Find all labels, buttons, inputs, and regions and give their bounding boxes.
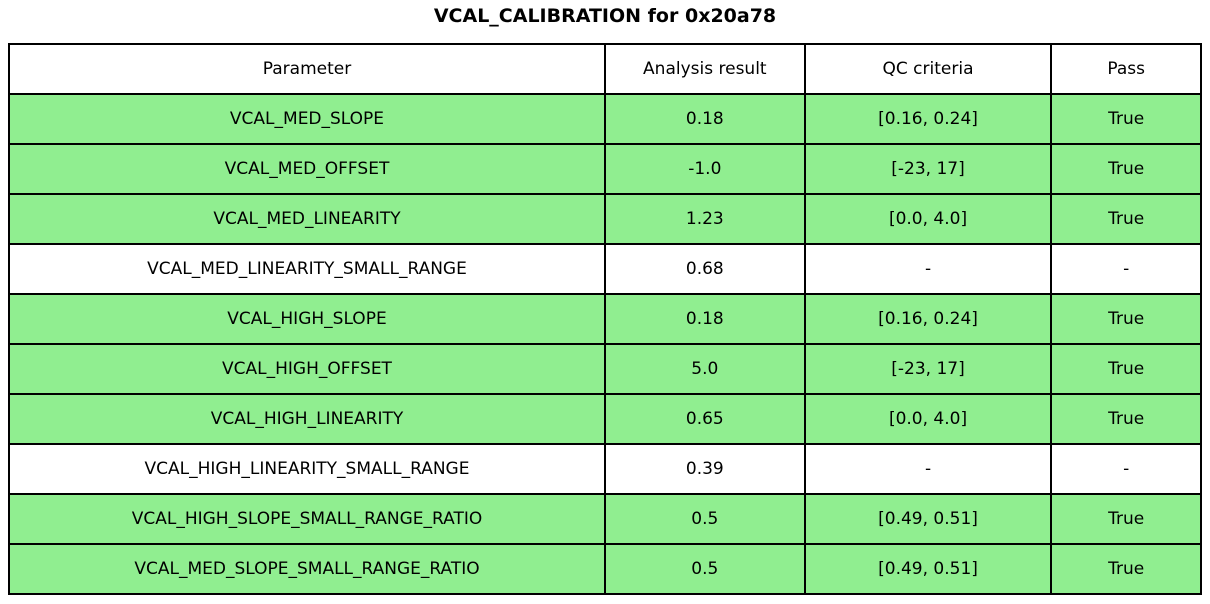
criteria-cell: [0.16, 0.24] <box>803 293 1053 345</box>
param-cell: VCAL_HIGH_LINEARITY_SMALL_RANGE <box>8 443 606 495</box>
result-cell: 0.18 <box>604 93 806 145</box>
table-row: VCAL_MED_LINEARITY_SMALL_RANGE 0.68 - - <box>8 243 1202 295</box>
result-cell: 1.23 <box>604 193 806 245</box>
param-cell: VCAL_MED_SLOPE <box>8 93 606 145</box>
result-cell: 0.5 <box>604 543 806 595</box>
result-cell: 0.68 <box>604 243 806 295</box>
criteria-cell: [0.0, 4.0] <box>803 193 1053 245</box>
criteria-cell: [-23, 17] <box>803 343 1053 395</box>
result-cell: 0.65 <box>604 393 806 445</box>
param-cell: VCAL_MED_LINEARITY_SMALL_RANGE <box>8 243 606 295</box>
table-row: VCAL_MED_LINEARITY 1.23 [0.0, 4.0] True <box>8 193 1202 245</box>
header-parameter: Parameter <box>8 43 606 95</box>
result-cell: -1.0 <box>604 143 806 195</box>
result-cell: 0.39 <box>604 443 806 495</box>
pass-cell: True <box>1050 143 1202 195</box>
param-cell: VCAL_MED_SLOPE_SMALL_RANGE_RATIO <box>8 543 606 595</box>
pass-cell: True <box>1050 543 1202 595</box>
qc-results-table: Parameter Analysis result QC criteria Pa… <box>8 43 1202 595</box>
param-cell: VCAL_HIGH_SLOPE <box>8 293 606 345</box>
header-analysis-result: Analysis result <box>604 43 806 95</box>
criteria-cell: [0.49, 0.51] <box>803 543 1053 595</box>
result-cell: 5.0 <box>604 343 806 395</box>
pass-cell: True <box>1050 93 1202 145</box>
param-cell: VCAL_MED_OFFSET <box>8 143 606 195</box>
table-row: VCAL_HIGH_LINEARITY 0.65 [0.0, 4.0] True <box>8 393 1202 445</box>
criteria-cell: [-23, 17] <box>803 143 1053 195</box>
header-qc-criteria: QC criteria <box>803 43 1053 95</box>
criteria-cell: [0.16, 0.24] <box>803 93 1053 145</box>
pass-cell: True <box>1050 493 1202 545</box>
table-row: VCAL_MED_SLOPE 0.18 [0.16, 0.24] True <box>8 93 1202 145</box>
pass-cell: - <box>1050 243 1202 295</box>
table-row: VCAL_HIGH_OFFSET 5.0 [-23, 17] True <box>8 343 1202 395</box>
table-header-row: Parameter Analysis result QC criteria Pa… <box>8 43 1202 95</box>
param-cell: VCAL_MED_LINEARITY <box>8 193 606 245</box>
param-cell: VCAL_HIGH_SLOPE_SMALL_RANGE_RATIO <box>8 493 606 545</box>
criteria-cell: - <box>803 443 1053 495</box>
pass-cell: - <box>1050 443 1202 495</box>
table-row: VCAL_MED_SLOPE_SMALL_RANGE_RATIO 0.5 [0.… <box>8 543 1202 595</box>
table-row: VCAL_HIGH_LINEARITY_SMALL_RANGE 0.39 - - <box>8 443 1202 495</box>
pass-cell: True <box>1050 293 1202 345</box>
pass-cell: True <box>1050 343 1202 395</box>
result-cell: 0.5 <box>604 493 806 545</box>
result-cell: 0.18 <box>604 293 806 345</box>
page-title: VCAL_CALIBRATION for 0x20a78 <box>433 5 777 27</box>
criteria-cell: - <box>803 243 1053 295</box>
header-pass: Pass <box>1050 43 1202 95</box>
table-row: VCAL_HIGH_SLOPE_SMALL_RANGE_RATIO 0.5 [0… <box>8 493 1202 545</box>
pass-cell: True <box>1050 193 1202 245</box>
pass-cell: True <box>1050 393 1202 445</box>
param-cell: VCAL_HIGH_LINEARITY <box>8 393 606 445</box>
param-cell: VCAL_HIGH_OFFSET <box>8 343 606 395</box>
criteria-cell: [0.0, 4.0] <box>803 393 1053 445</box>
table-row: VCAL_MED_OFFSET -1.0 [-23, 17] True <box>8 143 1202 195</box>
table-row: VCAL_HIGH_SLOPE 0.18 [0.16, 0.24] True <box>8 293 1202 345</box>
criteria-cell: [0.49, 0.51] <box>803 493 1053 545</box>
